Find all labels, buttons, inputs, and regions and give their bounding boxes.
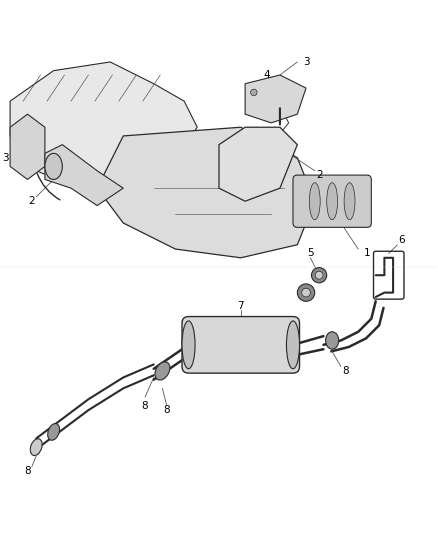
Ellipse shape [315, 271, 323, 279]
Polygon shape [45, 144, 123, 206]
Text: 3: 3 [3, 152, 9, 163]
Text: 1: 1 [364, 248, 370, 259]
Text: 8: 8 [342, 366, 349, 376]
Ellipse shape [155, 362, 170, 380]
Text: 5: 5 [307, 248, 314, 259]
FancyBboxPatch shape [293, 175, 371, 228]
Polygon shape [245, 75, 306, 123]
Text: 3: 3 [303, 57, 309, 67]
Text: 2: 2 [28, 196, 35, 206]
Ellipse shape [45, 154, 62, 180]
Text: 6: 6 [399, 236, 405, 245]
Ellipse shape [297, 284, 315, 301]
Ellipse shape [327, 183, 338, 220]
Ellipse shape [311, 268, 327, 283]
Polygon shape [10, 62, 197, 188]
Ellipse shape [325, 332, 339, 349]
FancyArrowPatch shape [37, 173, 60, 200]
Ellipse shape [30, 439, 42, 456]
Text: 8: 8 [142, 401, 148, 411]
Text: 2: 2 [316, 170, 322, 180]
Ellipse shape [251, 89, 257, 96]
Text: 7: 7 [237, 301, 244, 311]
Text: 8: 8 [163, 405, 170, 415]
FancyBboxPatch shape [182, 317, 300, 373]
Ellipse shape [302, 288, 311, 297]
Polygon shape [219, 127, 297, 201]
Ellipse shape [286, 321, 300, 369]
Ellipse shape [344, 183, 355, 220]
Ellipse shape [309, 183, 320, 220]
Ellipse shape [48, 424, 60, 440]
Polygon shape [10, 114, 45, 180]
Ellipse shape [182, 321, 195, 369]
Text: 8: 8 [24, 466, 31, 476]
Text: 4: 4 [264, 70, 270, 80]
Polygon shape [97, 127, 315, 258]
